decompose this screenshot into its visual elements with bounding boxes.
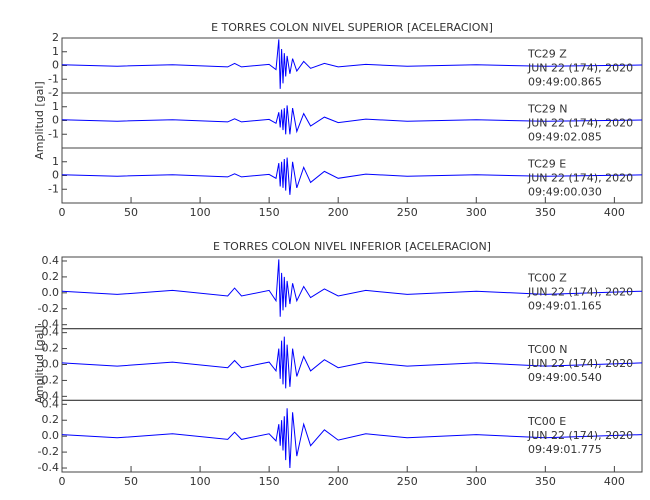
y-tick-label: -0.4	[38, 318, 59, 331]
trace-time: 09:49:01.165	[528, 300, 602, 313]
trace-station: TC00 Z	[527, 272, 567, 285]
trace-date: JUN 22 (174), 2020	[527, 117, 633, 130]
y-tick-label: -0.2	[38, 373, 59, 386]
x-tick-label: 50	[124, 206, 138, 219]
y-tick-label: 1	[52, 155, 59, 168]
x-tick-label: 200	[328, 475, 349, 488]
trace-time: 09:49:00.540	[528, 371, 602, 384]
y-tick-label: -0.4	[38, 461, 59, 474]
x-tick-label: 350	[535, 475, 556, 488]
x-tick-label: 150	[259, 475, 280, 488]
y-tick-label: 0.0	[42, 358, 60, 371]
trace-time: 09:49:02.085	[528, 131, 602, 144]
chart-title: E TORRES COLON NIVEL INFERIOR [ACELERACI…	[213, 240, 491, 253]
trace-date: JUN 22 (174), 2020	[527, 172, 633, 185]
x-tick-label: 100	[190, 475, 211, 488]
trace-date: JUN 22 (174), 2020	[527, 286, 633, 299]
waveform	[61, 39, 643, 89]
y-axis-label: Amplitud [gal]	[33, 325, 46, 403]
y-tick-label: -0.2	[38, 302, 59, 315]
y-tick-label: 0	[52, 59, 59, 72]
x-tick-label: 350	[535, 206, 556, 219]
y-tick-label: -2	[48, 86, 59, 99]
y-tick-label: 0	[52, 169, 59, 182]
y-tick-label: -1	[48, 72, 59, 85]
y-axis-label: Amplitud [gal]	[33, 81, 46, 159]
y-tick-label: -0.2	[38, 445, 59, 458]
x-tick-label: 200	[328, 206, 349, 219]
waveform	[61, 408, 643, 469]
x-tick-label: 300	[466, 206, 487, 219]
y-tick-label: 0.4	[42, 397, 60, 410]
waveform	[61, 105, 643, 135]
trace-date: JUN 22 (174), 2020	[527, 357, 633, 370]
y-tick-label: 1	[52, 45, 59, 58]
trace-station: TC00 N	[527, 343, 567, 356]
y-tick-label: -0.4	[38, 389, 59, 402]
trace-station: TC29 E	[527, 158, 566, 171]
trace-time: 09:49:00.865	[528, 76, 602, 89]
y-tick-label: 0.4	[42, 326, 60, 339]
trace-station: TC29 N	[527, 103, 567, 116]
y-tick-label: 0.2	[42, 270, 60, 283]
x-tick-label: 250	[397, 206, 418, 219]
chart-title: E TORRES COLON NIVEL SUPERIOR [ACELERACI…	[211, 21, 493, 34]
trace-station: TC00 E	[527, 415, 566, 428]
x-tick-label: 50	[124, 475, 138, 488]
x-tick-label: 300	[466, 475, 487, 488]
x-tick-label: 100	[190, 206, 211, 219]
waveform	[61, 336, 643, 389]
x-tick-label: 0	[59, 206, 66, 219]
x-tick-label: 400	[604, 206, 625, 219]
waveform	[61, 157, 643, 195]
y-tick-label: 0.0	[42, 286, 60, 299]
x-tick-label: 400	[604, 475, 625, 488]
y-tick-label: 0.2	[42, 413, 60, 426]
y-tick-label: 0.4	[42, 254, 60, 267]
y-tick-label: -1	[48, 182, 59, 195]
y-tick-label: 0.0	[42, 429, 60, 442]
y-tick-label: 0	[52, 114, 59, 127]
trace-time: 09:49:00.030	[528, 186, 602, 199]
y-tick-label: -1	[48, 127, 59, 140]
trace-date: JUN 22 (174), 2020	[527, 62, 633, 75]
trace-station: TC29 Z	[527, 48, 567, 61]
x-tick-label: 150	[259, 206, 280, 219]
x-tick-label: 250	[397, 475, 418, 488]
y-tick-label: 2	[52, 31, 59, 44]
trace-date: JUN 22 (174), 2020	[527, 429, 633, 442]
y-tick-label: 1	[52, 100, 59, 113]
x-tick-label: 0	[59, 475, 66, 488]
waveform	[61, 259, 643, 317]
y-tick-label: 0.2	[42, 342, 60, 355]
trace-time: 09:49:01.775	[528, 443, 602, 456]
